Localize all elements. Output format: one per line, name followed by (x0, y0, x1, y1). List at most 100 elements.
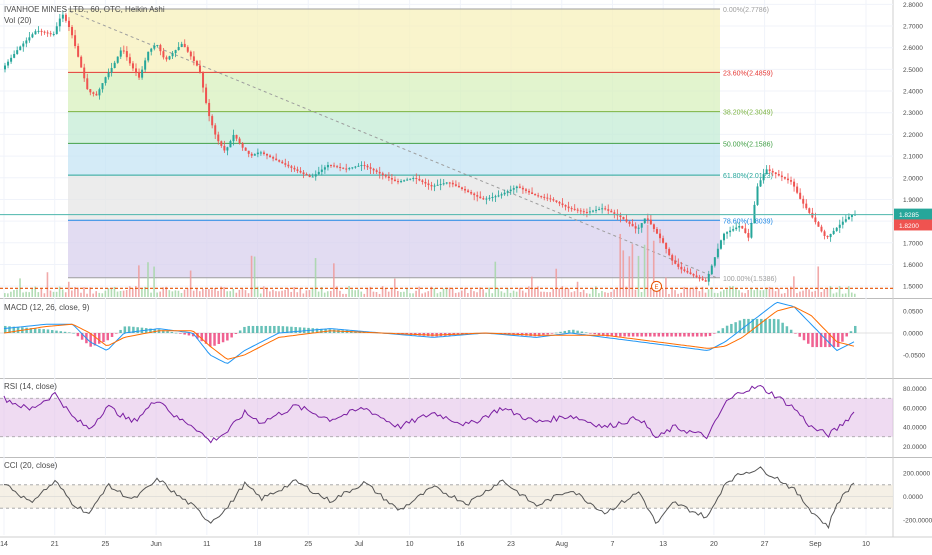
macd-histogram-bar (738, 320, 742, 333)
volume-bar (198, 291, 201, 297)
volume-bar (518, 287, 521, 297)
macd-histogram-bar (567, 330, 571, 333)
price-tick-label: 2.0000 (903, 175, 923, 182)
volume-bar (354, 290, 356, 297)
macd-histogram-bar (572, 329, 575, 333)
candle-body (104, 77, 107, 84)
volume-bar (811, 291, 813, 297)
candle-body (375, 170, 378, 172)
volume-bar (235, 292, 238, 297)
volume-bar (680, 292, 682, 297)
candle-body (613, 212, 616, 214)
candle-body (418, 178, 421, 181)
fib-band (68, 72, 720, 112)
volume-bar (646, 224, 649, 297)
volume-bar (604, 292, 606, 297)
macd-histogram-bar (824, 333, 827, 348)
volume-bar (835, 292, 838, 297)
candle-body (707, 274, 710, 282)
candle-body (518, 186, 521, 188)
cci-tick-label: 0.0000 (903, 494, 923, 501)
second-price-text: 1.8200 (899, 223, 919, 230)
fibonacci-retracement[interactable]: 0.00%(2.7786) 23.60%(2.4859) 38.20%(2.3049… (63, 7, 777, 283)
macd-histogram-bar (537, 333, 541, 337)
volume-bar (786, 289, 789, 297)
volume-bar (119, 290, 122, 297)
macd-histogram-bar (290, 326, 293, 333)
macd-histogram-bar (563, 330, 567, 333)
candle-body (652, 224, 655, 229)
candle-body (473, 193, 476, 196)
volume-bar (780, 293, 783, 297)
volume-bar (415, 290, 417, 297)
candle-body (40, 30, 43, 32)
candle-body (622, 216, 625, 220)
candle-body (528, 190, 531, 193)
candle-body (186, 47, 189, 52)
candle-body (86, 78, 89, 90)
macd-histogram-bar (55, 330, 58, 333)
macd-histogram-bar (256, 325, 259, 333)
macd-histogram-bar (264, 325, 268, 333)
macd-histogram-bar (593, 333, 596, 335)
macd-histogram-bar (46, 329, 50, 333)
volume-bar (159, 291, 161, 297)
volume-bar (707, 289, 710, 297)
candle-body (290, 166, 293, 168)
macd-pane[interactable] (0, 301, 893, 364)
volume-bar (436, 293, 439, 297)
macd-histogram-bar (234, 333, 238, 334)
candle-body (668, 248, 671, 256)
candle-body (256, 152, 259, 155)
candle-body (205, 87, 208, 103)
volume-bar (360, 291, 363, 297)
volume-bar (695, 286, 698, 297)
macd-histogram-bar (4, 325, 7, 333)
candle-body (588, 211, 591, 213)
candle-body (171, 53, 174, 57)
volume-bar (217, 290, 219, 297)
candle-body (314, 174, 317, 177)
volume-bar (777, 288, 780, 297)
candle-body (591, 210, 594, 212)
candle-body (464, 188, 467, 191)
volume-bar (31, 287, 34, 297)
candle-body (637, 227, 640, 229)
candle-body (506, 191, 509, 193)
price-tick-label: 1.9000 (903, 197, 923, 204)
volume-bar (744, 293, 746, 297)
macd-histogram-bar (230, 333, 233, 338)
macd-histogram-bar (123, 326, 127, 333)
volume-bar (500, 291, 503, 297)
candle-body (397, 181, 400, 183)
volume-bar (591, 288, 594, 297)
volume-bar (820, 292, 823, 297)
volume-bar (692, 287, 695, 297)
candle-body (92, 92, 95, 94)
volume-bar (314, 258, 317, 297)
macd-histogram-bar (550, 333, 554, 334)
volume-bar (19, 278, 21, 297)
candle-body (841, 221, 844, 225)
candle-body (235, 134, 238, 139)
rsi-pane[interactable] (0, 384, 893, 444)
volume-bar (311, 287, 314, 297)
candle-body (470, 192, 473, 194)
volume-bar (564, 288, 567, 297)
volume-bar (421, 293, 423, 297)
fib-band (68, 8, 720, 73)
candle-body (339, 166, 342, 168)
volume-bar (823, 289, 826, 297)
volume-bar (579, 292, 582, 297)
cci-pane[interactable] (0, 466, 893, 530)
candle-body (524, 189, 527, 191)
candle-body (433, 185, 436, 187)
macd-histogram-bar (661, 333, 665, 337)
candle-body (537, 195, 540, 197)
candle-body (805, 203, 808, 209)
candle-body (567, 206, 570, 209)
volume-bar (372, 291, 375, 297)
